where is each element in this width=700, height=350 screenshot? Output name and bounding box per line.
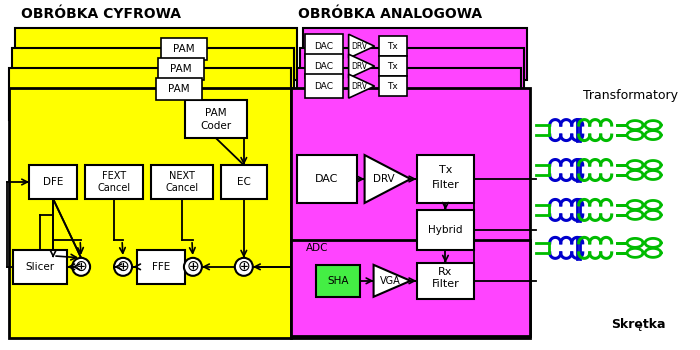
Text: Tx: Tx: [387, 62, 398, 71]
Bar: [161, 38, 207, 60]
Text: ⊕: ⊕: [117, 259, 130, 274]
Text: PAM: PAM: [205, 108, 227, 118]
Bar: [297, 155, 356, 203]
Bar: [379, 56, 407, 76]
Polygon shape: [349, 74, 375, 98]
Text: DAC: DAC: [315, 174, 338, 184]
Text: FEXT: FEXT: [102, 171, 126, 181]
Bar: [379, 76, 407, 96]
Bar: [9, 88, 290, 338]
Text: ⊕: ⊕: [237, 259, 250, 274]
Text: ⊕: ⊕: [186, 259, 200, 274]
Bar: [290, 240, 531, 336]
Polygon shape: [349, 34, 375, 58]
Text: DRV: DRV: [351, 42, 368, 51]
Bar: [304, 34, 342, 58]
Text: DAC: DAC: [314, 82, 333, 91]
Polygon shape: [349, 54, 375, 78]
Text: DRV: DRV: [351, 82, 368, 91]
Bar: [297, 68, 522, 120]
Text: ADC: ADC: [306, 243, 328, 253]
Bar: [29, 165, 77, 199]
Text: Transformatory: Transformatory: [582, 89, 678, 101]
Text: Rx: Rx: [438, 267, 453, 277]
Text: FFE: FFE: [152, 262, 170, 272]
Text: PAM: PAM: [173, 44, 195, 54]
Bar: [304, 54, 342, 78]
Text: EC: EC: [237, 177, 251, 187]
Text: Filter: Filter: [432, 279, 459, 289]
Circle shape: [234, 258, 253, 276]
Text: OBRÓBKA ANALOGOWA: OBRÓBKA ANALOGOWA: [298, 7, 482, 21]
Bar: [416, 263, 475, 299]
Bar: [304, 74, 342, 98]
Text: Cancel: Cancel: [97, 183, 131, 193]
Text: Filter: Filter: [432, 180, 459, 190]
Bar: [416, 210, 475, 250]
Text: VGA: VGA: [380, 276, 401, 286]
Text: Tx: Tx: [439, 165, 452, 175]
Text: Cancel: Cancel: [165, 183, 199, 193]
Text: DRV: DRV: [373, 174, 394, 184]
Bar: [379, 36, 407, 56]
Bar: [158, 58, 204, 80]
Text: DRV: DRV: [351, 62, 368, 71]
Text: Coder: Coder: [200, 121, 232, 131]
Text: DFE: DFE: [43, 177, 63, 187]
Text: PAM: PAM: [170, 64, 192, 74]
Text: Skrętka: Skrętka: [611, 318, 666, 331]
Bar: [13, 250, 67, 284]
Bar: [12, 48, 294, 100]
Bar: [151, 165, 213, 199]
Text: Hybrid: Hybrid: [428, 225, 463, 235]
Polygon shape: [374, 265, 410, 297]
Bar: [137, 250, 185, 284]
Text: PAM: PAM: [168, 84, 190, 94]
Text: DAC: DAC: [314, 42, 333, 51]
Bar: [9, 68, 290, 120]
Bar: [300, 48, 524, 100]
Text: DAC: DAC: [314, 62, 333, 71]
Bar: [290, 88, 531, 338]
Text: Slicer: Slicer: [26, 262, 55, 272]
Bar: [221, 165, 267, 199]
Bar: [302, 28, 527, 80]
Bar: [185, 100, 247, 138]
Bar: [85, 165, 143, 199]
Bar: [15, 28, 297, 80]
Bar: [416, 155, 475, 203]
Polygon shape: [365, 155, 410, 203]
Text: NEXT: NEXT: [169, 171, 195, 181]
Text: Tx: Tx: [387, 42, 398, 51]
Bar: [156, 78, 202, 100]
Text: OBRÓBKA CYFROWA: OBRÓBKA CYFROWA: [21, 7, 181, 21]
Circle shape: [114, 258, 132, 276]
Bar: [316, 265, 360, 297]
Circle shape: [72, 258, 90, 276]
Circle shape: [184, 258, 202, 276]
Text: Tx: Tx: [387, 82, 398, 91]
Text: SHA: SHA: [327, 276, 349, 286]
Text: ⊕: ⊕: [75, 259, 88, 274]
